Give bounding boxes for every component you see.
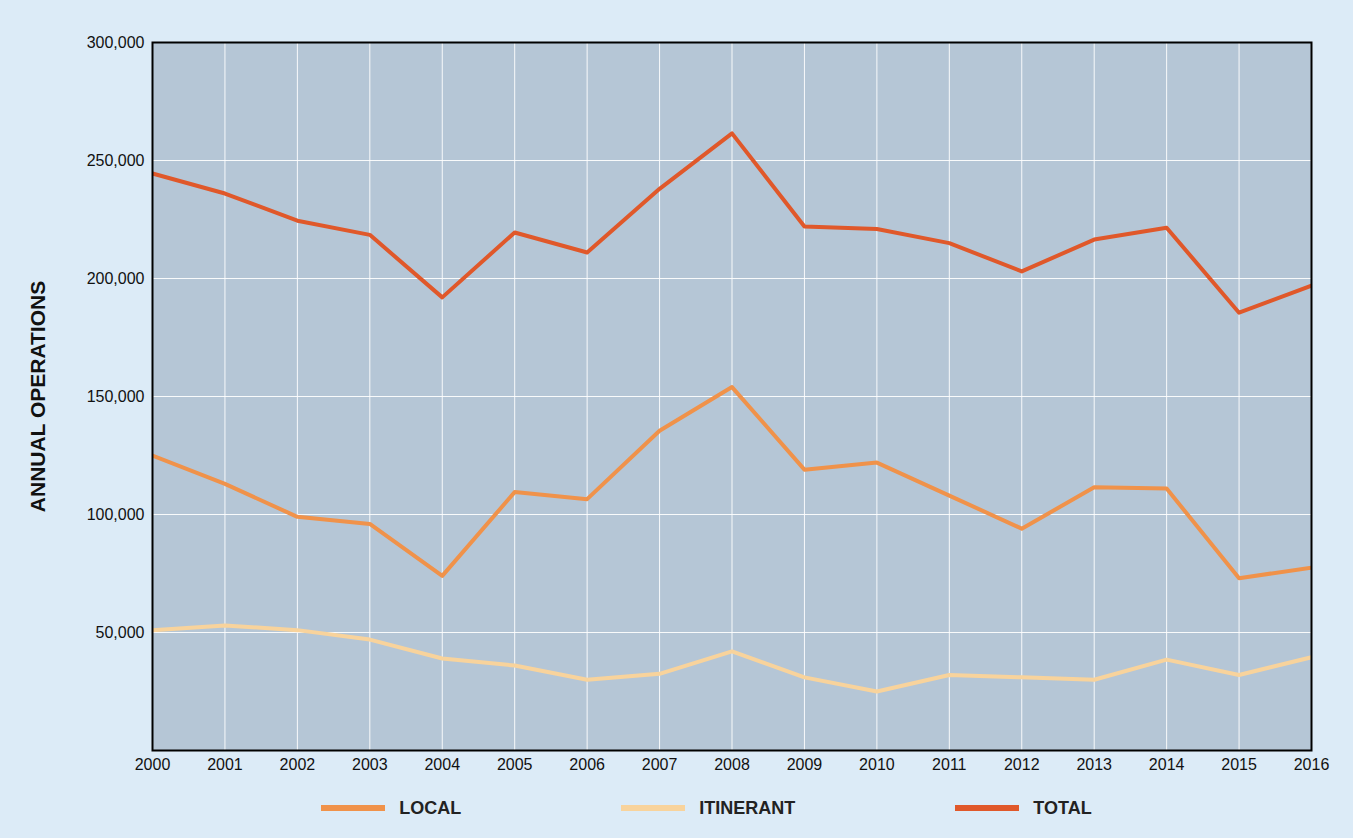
svg-text:300,000: 300,000 — [87, 34, 145, 51]
svg-text:2003: 2003 — [352, 756, 388, 773]
svg-text:200,000: 200,000 — [87, 270, 145, 287]
svg-text:150,000: 150,000 — [87, 388, 145, 405]
html-text:ITINERANT: ITINERANT — [699, 797, 796, 818]
svg-text:2012: 2012 — [1004, 756, 1040, 773]
svg-text:2004: 2004 — [424, 756, 460, 773]
svg-text:2009: 2009 — [787, 756, 823, 773]
svg-text:2002: 2002 — [280, 756, 316, 773]
svg-text:2013: 2013 — [1076, 756, 1112, 773]
svg-text:2014: 2014 — [1149, 756, 1185, 773]
svg-text:2005: 2005 — [497, 756, 533, 773]
svg-text:250,000: 250,000 — [87, 152, 145, 169]
html-text:TOTAL: TOTAL — [1033, 797, 1092, 818]
svg-text:2006: 2006 — [569, 756, 605, 773]
svg-text:2001: 2001 — [207, 756, 243, 773]
svg-text:2015: 2015 — [1221, 756, 1257, 773]
svg-text:2008: 2008 — [714, 756, 750, 773]
svg-text:2011: 2011 — [932, 756, 967, 773]
svg-text:2007: 2007 — [642, 756, 678, 773]
html-text:LOCAL: LOCAL — [399, 797, 462, 818]
svg-text:2016: 2016 — [1294, 756, 1330, 773]
svg-text:2010: 2010 — [859, 756, 895, 773]
svg-text:2000: 2000 — [135, 756, 171, 773]
svg-text:100,000: 100,000 — [87, 506, 145, 523]
svg-text:50,000: 50,000 — [96, 624, 145, 641]
svg-text:ANNUAL OPERATIONS: ANNUAL OPERATIONS — [26, 281, 49, 512]
